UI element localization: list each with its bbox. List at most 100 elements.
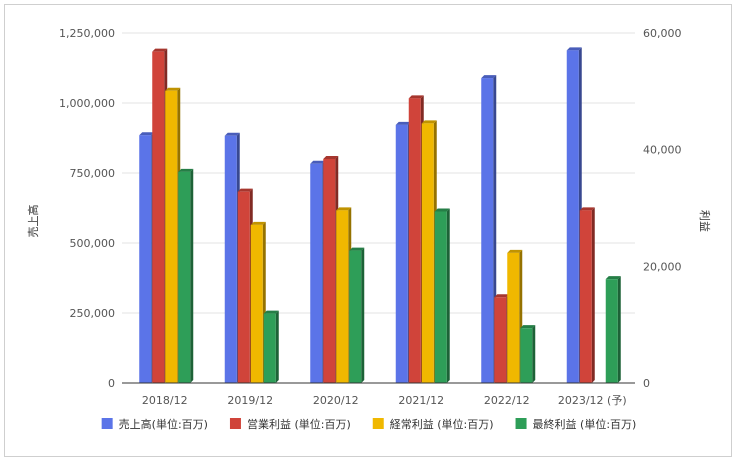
bar-front [507,252,520,383]
bar [336,207,352,383]
bar-front [336,210,349,383]
left-tick-label: 500,000 [70,237,116,250]
bar [310,160,326,383]
bar-top [165,87,181,91]
bar-front [165,90,178,383]
bar-side [446,208,450,383]
bar [224,132,240,383]
right-tick-label: 40,000 [643,144,682,157]
bar [507,249,523,383]
right-tick-label: 60,000 [643,27,682,40]
x-tick-label: 2023/12 (予) [558,394,627,407]
bar-top [579,207,595,211]
bar-top [434,208,450,212]
left-tick-label: 1,250,000 [59,27,115,40]
bar-top [421,120,437,124]
bar-front [237,191,250,383]
bar-top [520,325,536,329]
bar-top [481,75,497,79]
bar-front [152,51,165,384]
right-tick-label: 20,000 [643,260,682,273]
bar-side [617,276,621,383]
bar [152,48,168,384]
legend-label: 経常利益 (単位:百万) [390,417,494,431]
legend-label: 営業利益 (単位:百万) [247,417,351,431]
bar-front [349,250,362,383]
bar [605,276,621,383]
bar-top [507,249,523,253]
bar-top [323,156,339,159]
bar-front [605,279,618,383]
bar-top [395,121,411,125]
bar-front [395,124,408,383]
bar-front [310,163,323,383]
bar-front [481,78,494,383]
gridlines [122,32,635,314]
bar [481,75,497,383]
chart-frame: 0 250,000 500,000 750,000 1,000,000 1,250,000… [4,4,732,457]
legend-swatch [229,418,241,429]
bar-top [566,47,582,51]
bar-top [250,221,266,225]
bar-front [566,50,579,384]
bar-side [190,168,194,383]
bar-side [275,310,279,383]
bar [237,188,253,383]
bar-front [139,135,152,383]
bar-front [250,224,263,383]
bar [408,95,424,383]
legend-item: 経常利益 (単位:百万) [372,417,494,431]
bar [165,87,181,383]
bar-top [178,168,194,172]
bar [395,121,411,383]
bar [323,156,339,383]
bar [250,221,266,383]
bar-front [224,135,237,383]
x-tick-label: 2020/12 [313,394,359,407]
x-tick-label: 2021/12 [398,394,444,407]
left-tick-label: 0 [108,377,115,390]
bar [579,207,595,383]
bar-front [494,297,507,383]
bar-top [152,48,168,52]
bar [494,294,510,383]
x-tick-label: 2018/12 [142,394,188,407]
bar-chart: 0 250,000 500,000 750,000 1,000,000 1,250,000… [26,27,712,431]
bar [421,120,437,384]
left-tick-label: 250,000 [70,307,116,320]
bar-top [139,132,155,136]
right-axis-title: 利益 [698,210,712,232]
bar-top [605,276,621,280]
bar-front [520,328,533,383]
legend-swatch [372,418,384,429]
bars [139,47,621,384]
right-tick-label: 0 [643,377,650,390]
x-tick-label: 2022/12 [484,394,530,407]
left-tick-label: 750,000 [70,167,116,180]
bar-top [224,132,240,136]
bar-side [591,207,595,383]
bar-front [323,159,336,383]
bar-top [263,310,279,314]
left-tick-label: 1,000,000 [59,97,115,110]
bar [178,168,194,383]
bar-front [434,211,447,383]
bar [434,208,450,383]
bar-front [408,98,421,383]
bar-top [408,95,424,99]
bar [520,325,536,383]
x-tick-label: 2019/12 [227,394,273,407]
bar-top [494,294,510,298]
bar-front [178,171,191,383]
bar-front [579,210,592,383]
legend-label: 最終利益 (単位:百万) [533,417,637,431]
bar-top [349,247,365,251]
legend-item: 売上高(単位:百万) [101,417,208,431]
bar [566,47,582,384]
bar-front [421,123,434,384]
bar-top [310,160,326,164]
left-axis-title: 売上高 [26,205,40,238]
legend-item: 最終利益 (単位:百万) [515,417,637,431]
legend-item: 営業利益 (単位:百万) [229,417,351,431]
bar [263,310,279,383]
